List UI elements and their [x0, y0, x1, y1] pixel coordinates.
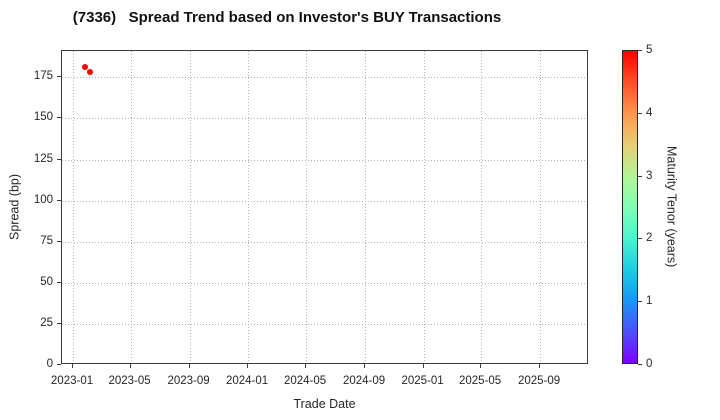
x-axis-tick: [247, 364, 249, 368]
y-tick-label: 150: [33, 111, 53, 124]
data-point: [82, 63, 89, 70]
x-tick-label: 2023-01: [50, 375, 94, 387]
y-gridline: [62, 282, 587, 284]
x-tick-label: 2023-09: [167, 375, 210, 387]
x-axis-tick: [480, 364, 482, 368]
colorbar-tick-label: 0: [646, 358, 653, 370]
y-tick-label: 75: [40, 234, 53, 247]
x-axis-tick: [422, 364, 424, 368]
y-tick-label: 25: [40, 316, 53, 329]
colorbar-tick-label: 1: [646, 295, 653, 308]
x-tick-label: 2023-05: [108, 375, 151, 387]
x-gridline: [365, 51, 367, 363]
y-gridline: [62, 241, 587, 243]
x-gridline: [423, 51, 425, 363]
y-axis-tick: [57, 117, 61, 119]
x-tick-label: 2025-09: [517, 375, 561, 387]
y-gridline: [62, 159, 587, 161]
colorbar-label: Maturity Tenor (years): [664, 146, 679, 268]
x-axis-tick: [364, 364, 366, 368]
x-axis-tick: [188, 364, 190, 368]
y-axis-tick: [57, 281, 61, 283]
x-gridline: [248, 51, 250, 363]
colorbar-tick-label: 2: [646, 232, 653, 245]
x-gridline: [540, 51, 542, 363]
x-tick-label: 2024-05: [283, 375, 327, 387]
y-axis-tick: [57, 240, 61, 242]
x-tick-label: 2025-01: [401, 375, 444, 387]
x-tick-label: 2025-05: [458, 375, 502, 387]
x-axis-tick: [539, 364, 541, 368]
x-tick-label: 2024-09: [342, 375, 386, 387]
x-axis-tick: [305, 364, 307, 368]
x-gridline: [306, 51, 308, 363]
plot-area: [61, 50, 588, 364]
y-tick-label: 125: [33, 152, 53, 165]
x-gridline: [189, 51, 191, 363]
colorbar-tick: [638, 238, 642, 240]
y-gridline: [62, 77, 587, 79]
x-gridline: [481, 51, 483, 363]
y-gridline: [62, 323, 587, 325]
y-axis-tick: [57, 322, 61, 324]
y-tick-label: 175: [33, 70, 53, 83]
chart-title: (7336) Spread Trend based on Investor's …: [72, 9, 502, 26]
colorbar-tick: [638, 301, 642, 303]
y-tick-label: 0: [46, 358, 53, 370]
y-tick-label: 100: [33, 193, 53, 206]
colorbar: [622, 50, 638, 364]
x-gridline: [130, 51, 132, 363]
y-tick-label: 50: [40, 275, 53, 288]
colorbar-tick-label: 5: [646, 44, 653, 56]
colorbar-tick-label: 4: [646, 106, 653, 119]
y-gridline: [62, 118, 587, 120]
y-axis-tick: [57, 364, 61, 365]
colorbar-tick-label: 3: [646, 169, 653, 182]
colorbar-tick: [638, 112, 642, 114]
y-gridline: [62, 200, 587, 202]
x-axis-tick: [72, 364, 74, 368]
x-tick-label: 2024-01: [225, 375, 269, 387]
colorbar-tick: [638, 175, 642, 177]
colorbar-tick: [638, 50, 642, 51]
y-axis-tick: [57, 158, 61, 160]
y-axis-tick: [57, 199, 61, 201]
x-axis-label: Trade Date: [293, 397, 356, 411]
y-axis-tick: [57, 76, 61, 78]
colorbar-tick: [638, 364, 642, 365]
data-point: [87, 68, 94, 75]
x-gridline: [73, 51, 75, 363]
x-axis-tick: [129, 364, 131, 368]
